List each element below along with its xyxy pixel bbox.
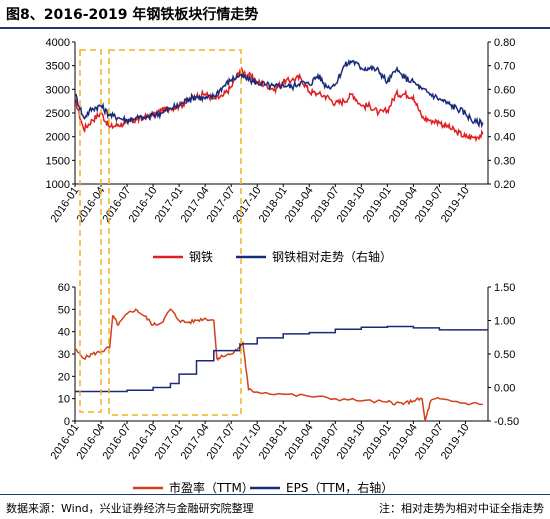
y-left-tick-label: 3500 xyxy=(46,61,70,73)
series-line-0 xyxy=(74,66,484,143)
source-note: 数据来源：Wind，兴业证券经济与金融研究院整理 xyxy=(6,502,254,515)
y-right-tick-label: 0.40 xyxy=(494,132,515,144)
y-left-tick-label: 20 xyxy=(58,371,70,383)
y-left-tick-label: 2000 xyxy=(46,132,70,144)
series-line-0 xyxy=(74,308,483,422)
y-left-tick-label: 3000 xyxy=(46,84,70,96)
y-left-tick-label: 1000 xyxy=(46,179,70,191)
y-left-tick-label: 2500 xyxy=(46,108,70,120)
y-right-tick-label: 0.50 xyxy=(494,349,515,361)
legend-label-1: EPS（TTM，右轴） xyxy=(286,480,393,495)
y-left-tick-label: 30 xyxy=(58,349,70,361)
y-right-tick-label: 1.50 xyxy=(494,282,515,294)
y-left-tick-label: 0 xyxy=(64,416,70,428)
y-left-tick-label: 60 xyxy=(58,282,70,294)
y-left-tick-label: 1500 xyxy=(46,155,70,167)
chart-2: 0102030405060-0.500.000.501.001.502016-0… xyxy=(48,282,519,495)
figure-title: 图8、2016-2019 年钢铁板块行情走势 xyxy=(6,7,259,23)
y-right-tick-label: 0.70 xyxy=(494,61,515,73)
y-left-tick-label: 50 xyxy=(58,304,70,316)
y-right-tick-label: 0.60 xyxy=(494,84,515,96)
y-left-tick-label: 10 xyxy=(58,394,70,406)
y-left-tick-label: 4000 xyxy=(46,37,70,49)
legend-label-0: 市盈率（TTM） xyxy=(169,480,254,495)
highlight-box-2 xyxy=(108,49,242,416)
y-right-tick-label: 0.30 xyxy=(494,155,515,167)
y-right-tick-label: -0.50 xyxy=(494,416,519,428)
y-left-tick-label: 40 xyxy=(58,327,70,339)
y-right-tick-label: 0.80 xyxy=(494,37,515,49)
chart-1: 1000 1500 2000 2500 3000 3500 4000 0.20 0.30 0.40… xyxy=(46,37,516,264)
y-right-tick-label: 0.00 xyxy=(494,383,515,395)
series-line-1 xyxy=(75,325,488,393)
title-rule xyxy=(0,27,550,29)
highlight-box-1 xyxy=(79,49,102,413)
y-right-tick-label: 0.20 xyxy=(494,179,515,191)
series-line-1 xyxy=(74,59,484,129)
legend-label-0: 钢铁 xyxy=(189,250,213,264)
footnote: 注：相对走势为相对中证全指走势 xyxy=(379,502,544,515)
legend-label-1: 钢铁相对走势（右轴） xyxy=(272,249,392,264)
y-right-tick-label: 0.50 xyxy=(494,108,515,120)
y-right-tick-label: 1.00 xyxy=(494,316,515,328)
footer-rule xyxy=(0,494,550,495)
